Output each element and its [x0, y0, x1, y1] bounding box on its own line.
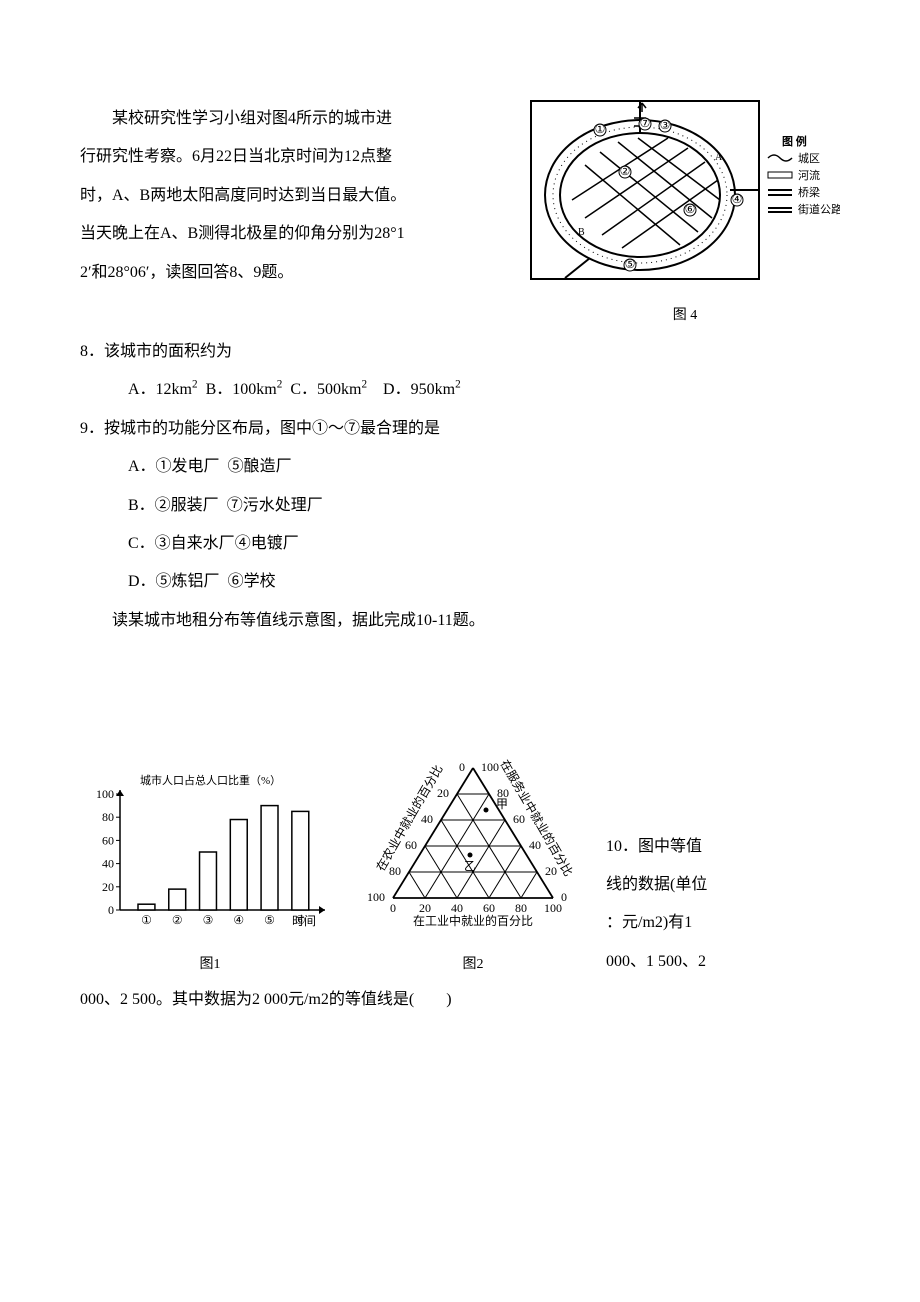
- svg-text:②: ②: [172, 913, 183, 927]
- svg-text:80: 80: [102, 810, 114, 824]
- intro-line: 时，A、B两地太阳高度同时达到当日最大值。: [80, 177, 514, 215]
- svg-text:0: 0: [108, 903, 114, 917]
- svg-text:100: 100: [481, 760, 499, 774]
- svg-text:②: ②: [620, 164, 631, 178]
- q9-stem: 9．按城市的功能分区布局，图中①～⑦最合理的是: [80, 410, 840, 448]
- svg-text:60: 60: [102, 834, 114, 848]
- svg-text:⑦: ⑦: [640, 116, 651, 130]
- q8-D: D．950km: [383, 381, 455, 398]
- svg-text:20: 20: [419, 901, 431, 915]
- svg-text:100: 100: [367, 890, 385, 904]
- bar-title: 城市人口占总人口比重（%）: [140, 773, 281, 787]
- intro-line: 2′和28°06′，读图回答8、9题。: [80, 254, 514, 292]
- q8-A: A．12km: [128, 381, 192, 398]
- svg-text:80: 80: [515, 901, 527, 915]
- svg-text:60: 60: [405, 838, 417, 852]
- figure-2: 010002080204060406040608020801000100在工业中…: [358, 750, 588, 981]
- svg-text:0: 0: [459, 760, 465, 774]
- figure-4-caption: 图 4: [530, 299, 840, 333]
- svg-text:乙: 乙: [464, 859, 476, 873]
- svg-text:在农业中就业的百分比: 在农业中就业的百分比: [373, 762, 446, 873]
- q9-D: D．⑤炼铝厂 ⑥学校: [80, 563, 840, 601]
- q10-line: 10．图中等值: [606, 828, 840, 866]
- q8-B: B．100km: [206, 381, 277, 398]
- legend-title: 图 例: [782, 134, 807, 148]
- legend-item: 桥梁: [798, 185, 820, 199]
- legend-item: 街道公路: [798, 202, 840, 216]
- svg-text:①: ①: [141, 913, 152, 927]
- svg-text:③: ③: [660, 118, 671, 132]
- svg-text:④: ④: [732, 192, 743, 206]
- svg-text:在工业中就业的百分比: 在工业中就业的百分比: [413, 913, 533, 928]
- svg-text:④: ④: [233, 913, 244, 927]
- intro-line: 行研究性考察。6月22日当北京时间为12点整: [80, 138, 514, 176]
- svg-text:40: 40: [102, 857, 114, 871]
- q10-line: ：元/m2)有1: [606, 904, 840, 942]
- q9-A: A．①发电厂 ⑤酿造厂: [80, 448, 840, 486]
- svg-text:60: 60: [483, 901, 495, 915]
- svg-text:20: 20: [102, 880, 114, 894]
- svg-text:40: 40: [529, 838, 541, 852]
- q10-line: 线的数据(单位: [606, 866, 840, 904]
- city-map-svg: A B ① ② ③ ④ ⑤ ⑥ ⑦ 图 例: [530, 100, 840, 280]
- svg-text:20: 20: [437, 786, 449, 800]
- figure-4: A B ① ② ③ ④ ⑤ ⑥ ⑦ 图 例: [530, 100, 840, 333]
- bar-xlabel: 时间: [292, 914, 316, 928]
- svg-text:100: 100: [544, 901, 562, 915]
- svg-text:③: ③: [203, 913, 214, 927]
- q8-options: A．12km2 B．100km2 C．500km2 D．950km2: [80, 371, 840, 409]
- pre-q10: 读某城市地租分布等值线示意图，据此完成10-11题。: [80, 602, 840, 640]
- legend-item: 城区: [798, 152, 820, 165]
- intro-line: 某校研究性学习小组对图4所示的城市进: [80, 100, 514, 138]
- map-point-B: B: [578, 227, 585, 238]
- svg-text:①: ①: [595, 122, 606, 136]
- q10-right-text: 10．图中等值 线的数据(单位 ：元/m2)有1 000、1 500、2: [606, 828, 840, 982]
- svg-text:100: 100: [96, 787, 114, 801]
- svg-text:⑤: ⑤: [264, 913, 275, 927]
- bar-chart-svg: 城市人口占总人口比重（%） 020406080100 ①②③④⑤⑥ 时间: [80, 770, 340, 930]
- svg-text:40: 40: [421, 812, 433, 826]
- q10-continuation: 000、2 500。其中数据为2 000元/m2的等值线是( ): [80, 981, 840, 1019]
- svg-text:甲: 甲: [496, 797, 508, 811]
- svg-text:40: 40: [451, 901, 463, 915]
- q8-C: C．500km: [290, 381, 361, 398]
- map-point-A: A: [715, 152, 723, 163]
- svg-text:80: 80: [389, 864, 401, 878]
- svg-text:⑤: ⑤: [625, 257, 636, 271]
- legend-item: 河流: [798, 168, 820, 182]
- svg-text:60: 60: [513, 812, 525, 826]
- svg-text:20: 20: [545, 864, 557, 878]
- figure-1: 城市人口占总人口比重（%） 020406080100 ①②③④⑤⑥ 时间 图1: [80, 770, 340, 981]
- svg-text:在服务业中就业的百分比: 在服务业中就业的百分比: [497, 757, 576, 879]
- figure-1-caption: 图1: [80, 948, 340, 982]
- intro-line: 当天晚上在A、B测得北极星的仰角分别为28°1: [80, 215, 514, 253]
- svg-text:⑥: ⑥: [685, 202, 696, 216]
- q9-C: C．③自来水厂④电镀厂: [80, 525, 840, 563]
- svg-text:0: 0: [390, 901, 396, 915]
- figure-2-caption: 图2: [358, 948, 588, 982]
- q8-stem: 8．该城市的面积约为: [80, 333, 840, 371]
- intro-paragraph: 某校研究性学习小组对图4所示的城市进 行研究性考察。6月22日当北京时间为12点…: [80, 100, 514, 292]
- q9-B: B．②服装厂 ⑦污水处理厂: [80, 487, 840, 525]
- q10-line: 000、1 500、2: [606, 943, 840, 981]
- triangle-chart-svg: 010002080204060406040608020801000100在工业中…: [358, 750, 588, 930]
